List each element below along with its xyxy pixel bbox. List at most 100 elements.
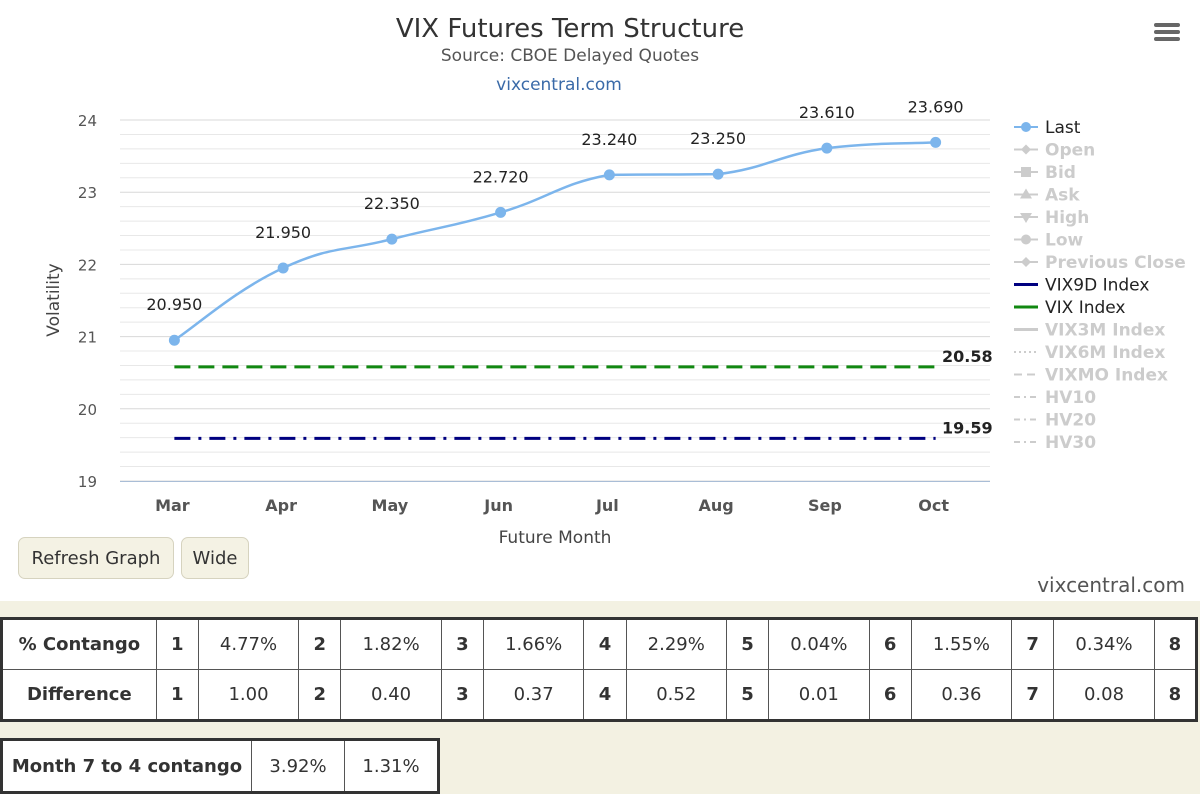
x-tick-label: Jul: [595, 496, 619, 515]
legend-item-previous-close[interactable]: Previous Close: [1014, 253, 1186, 273]
data-point[interactable]: [712, 168, 724, 180]
chart-title: VIX Futures Term Structure: [396, 14, 744, 44]
data-point[interactable]: [930, 136, 942, 148]
legend-label: Previous Close: [1045, 253, 1186, 273]
legend-item-vix3m-index[interactable]: VIX3M Index: [1014, 321, 1165, 341]
series-layer: 20.950 21.950 22.350 22.720 23.240 23.250 23.6…: [146, 97, 993, 440]
x-tick-label: Mar: [155, 496, 190, 515]
row-label: % Contango: [1, 618, 157, 670]
data-point[interactable]: [277, 262, 289, 274]
data-point[interactable]: [495, 206, 507, 218]
table-row: Difference 1 1.00 2 0.40 3 0.37 4 0.52 5 0.01 6 0.36…: [1, 669, 1198, 721]
month-number-cell: 1: [155, 669, 199, 721]
month-number-cell: 8: [1153, 618, 1198, 670]
x-tick-label: Jun: [483, 496, 513, 515]
legend-label: HV10: [1045, 388, 1096, 408]
legend-item-vix-index[interactable]: VIX Index: [1014, 298, 1126, 318]
legend-label: Bid: [1045, 163, 1076, 183]
legend-label: VIX9D Index: [1045, 276, 1149, 296]
table-cell: 1.82%: [340, 618, 442, 670]
chart-credit-link[interactable]: vixcentral.com: [496, 75, 622, 95]
month-number-cell: 4: [583, 618, 627, 670]
table-cell: 1.55%: [910, 618, 1013, 670]
y-tick-label: 24: [78, 112, 97, 130]
month-number-cell: 8: [1153, 669, 1198, 721]
month-number-cell: 5: [725, 669, 770, 721]
x-tick-label: Apr: [265, 496, 297, 515]
legend-label: VIXMO Index: [1045, 366, 1168, 386]
table-row: % Contango 1 4.77% 2 1.82% 3 1.66% 4 2.29% 5 0.04%…: [1, 618, 1198, 670]
legend-label: Ask: [1045, 186, 1080, 206]
wide-button[interactable]: Wide: [181, 537, 249, 579]
month-number-cell: 3: [440, 669, 484, 721]
data-point[interactable]: [168, 334, 180, 346]
data-label: 23.250: [690, 129, 746, 148]
series-end-label: 20.58: [942, 347, 993, 366]
legend-label: VIX3M Index: [1045, 321, 1165, 341]
x-tick-label: Sep: [808, 496, 842, 515]
y-tick-label: 23: [78, 184, 97, 202]
x-axis-title: Future Month: [499, 528, 612, 548]
contango-table: % Contango 1 4.77% 2 1.82% 3 1.66% 4 2.29% 5 0.04%…: [0, 617, 1198, 722]
data-point[interactable]: [386, 233, 398, 245]
y-tick-label: 20: [78, 401, 97, 419]
table-cell: 1.66%: [482, 618, 585, 670]
legend-item-high[interactable]: High: [1014, 208, 1089, 228]
month-number-cell: 4: [583, 669, 627, 721]
month-contango-label: Month 7 to 4 contango: [1, 739, 252, 793]
legend-item-hv20[interactable]: HV20: [1014, 411, 1096, 431]
month-number-cell: 7: [1011, 618, 1055, 670]
table-cell: 0.36: [910, 669, 1013, 721]
month-number-cell: 6: [868, 618, 912, 670]
legend-item-hv10[interactable]: HV10: [1014, 388, 1096, 408]
table-cell: 0.40: [340, 669, 442, 721]
table-cell: 0.01: [768, 669, 870, 721]
axes: 19 20 21 22 23 24 Mar Apr May Jun Jul Aug Sep Oct: [78, 112, 990, 515]
legend-item-open[interactable]: Open: [1014, 141, 1095, 161]
table-cell: 4.77%: [197, 618, 300, 670]
table-cell: 0.37: [482, 669, 585, 721]
month-number-cell: 6: [868, 669, 912, 721]
month-number-cell: 3: [440, 618, 484, 670]
data-label: 20.950: [146, 295, 202, 314]
legend-label: VIX Index: [1045, 298, 1126, 318]
table-cell: 3.92%: [251, 739, 345, 793]
legend-item-hv30[interactable]: HV30: [1014, 433, 1096, 453]
legend-label: Last: [1045, 118, 1081, 138]
credit-bottom-link[interactable]: vixcentral.com: [1037, 573, 1185, 597]
data-point[interactable]: [603, 169, 615, 181]
legend-item-vix6m-index[interactable]: VIX6M Index: [1014, 343, 1165, 363]
hamburger-menu-icon[interactable]: [1152, 20, 1182, 48]
table-cell: 0.04%: [768, 618, 870, 670]
month-contango-table: Month 7 to 4 contango 3.92% 1.31%: [0, 738, 440, 794]
y-tick-label: 22: [78, 256, 97, 274]
vix-term-structure-chart: VIX Futures Term Structure Source: CBOE …: [44, 14, 1186, 548]
legend-item-ask[interactable]: Ask: [1014, 186, 1080, 206]
series-end-label: 19.59: [942, 418, 993, 437]
data-label: 21.950: [255, 223, 311, 242]
chart-subtitle: Source: CBOE Delayed Quotes: [441, 46, 699, 66]
legend-item-vixmo-index[interactable]: VIXMO Index: [1014, 366, 1168, 386]
legend-item-last[interactable]: Last: [1014, 118, 1081, 138]
month-number-cell: 2: [298, 618, 342, 670]
x-tick-label: Aug: [699, 496, 734, 515]
legend-item-low[interactable]: Low: [1014, 231, 1084, 251]
data-label: 22.720: [473, 167, 529, 186]
data-label: 23.240: [581, 130, 637, 149]
table-cell: 2.29%: [625, 618, 727, 670]
refresh-graph-button[interactable]: Refresh Graph: [18, 537, 174, 579]
table-cell: 0.52: [625, 669, 727, 721]
legend-item-bid[interactable]: Bid: [1014, 163, 1076, 183]
month-number-cell: 7: [1011, 669, 1055, 721]
legend-item-vix9d-index[interactable]: VIX9D Index: [1014, 276, 1149, 296]
legend-label: HV30: [1045, 433, 1096, 453]
data-label: 23.690: [908, 97, 964, 116]
data-point[interactable]: [821, 142, 833, 154]
table-cell: 0.08: [1053, 669, 1155, 721]
legend-label: VIX6M Index: [1045, 343, 1165, 363]
month-number-cell: 5: [725, 618, 770, 670]
month-number-cell: 1: [155, 618, 199, 670]
data-label: 23.610: [799, 103, 855, 122]
table-cell: 1.31%: [344, 739, 439, 793]
